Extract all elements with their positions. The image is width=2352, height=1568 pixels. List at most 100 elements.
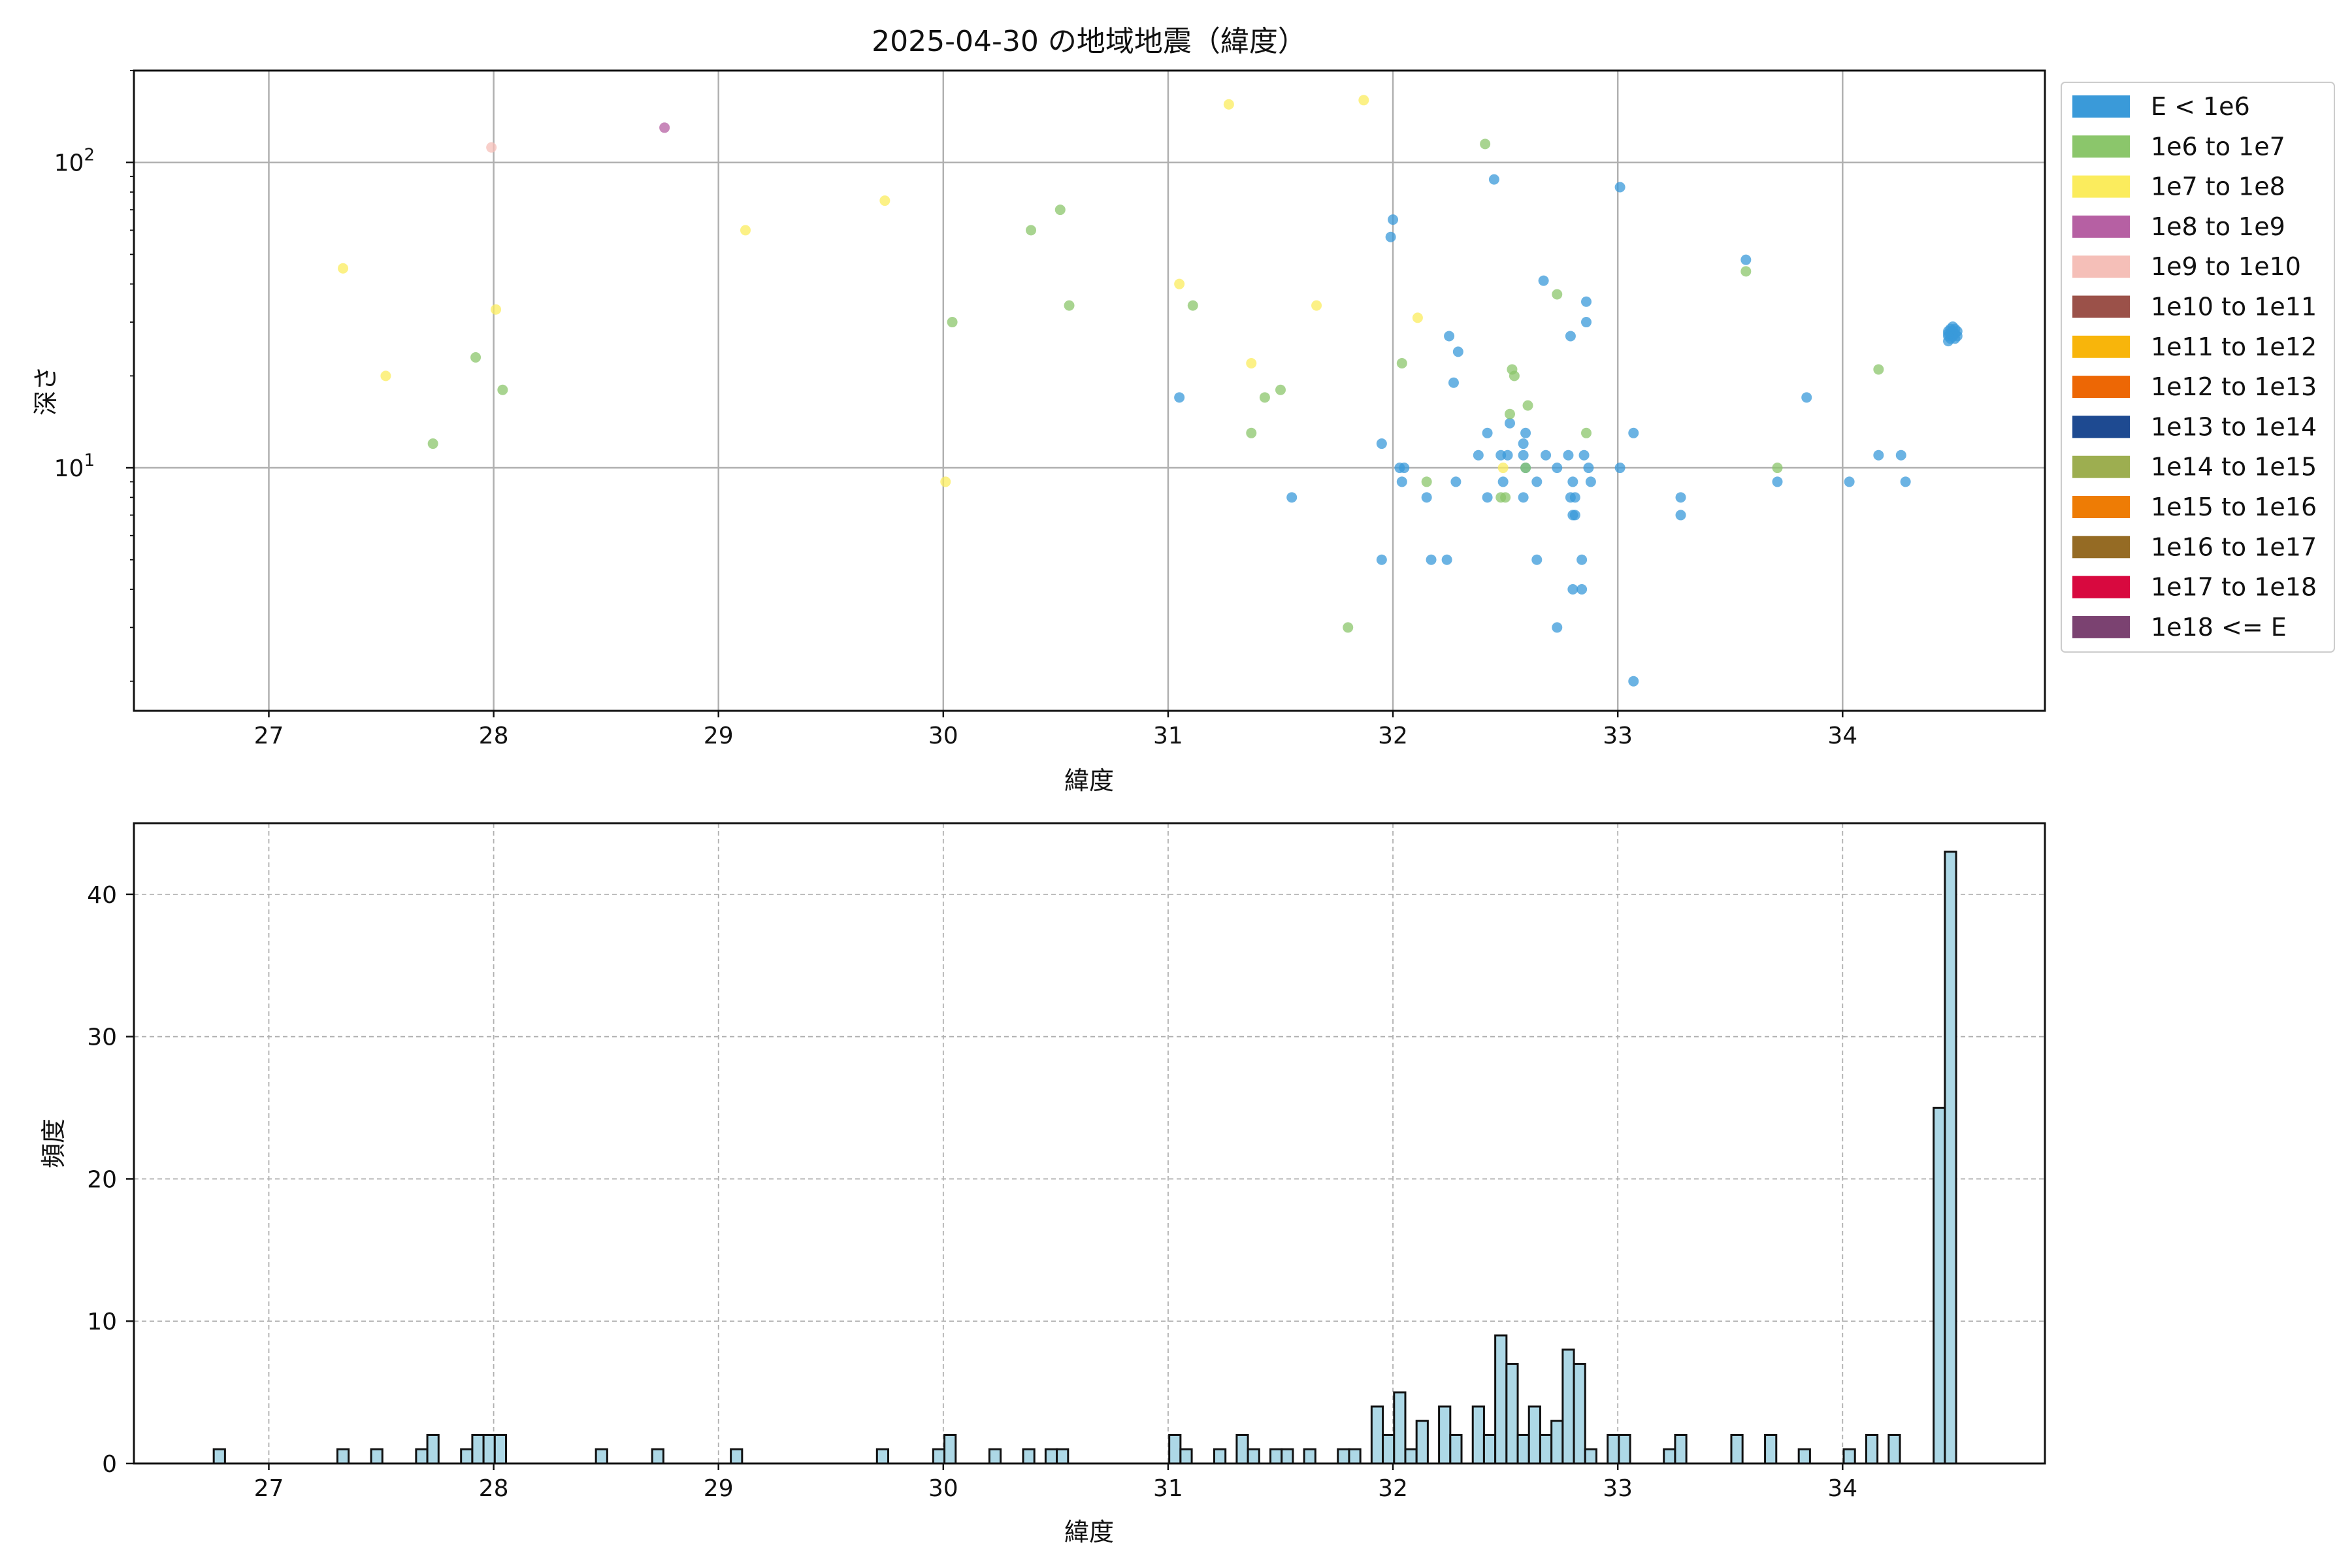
legend-label: 1e11 to 1e12 — [2151, 333, 2317, 361]
scatter-point — [1567, 476, 1578, 487]
scatter-point — [1567, 584, 1578, 595]
scatter-point — [1064, 300, 1075, 311]
histogram-bar — [1618, 1433, 1631, 1465]
scatter-point — [740, 225, 751, 236]
legend-label: 1e15 to 1e16 — [2151, 493, 2317, 521]
histogram-x-axis-label: 緯度 — [1064, 1518, 1114, 1546]
histogram-bar — [1607, 1433, 1620, 1465]
scatter-point — [470, 351, 482, 363]
histogram-plot-frame — [133, 822, 2046, 1465]
legend-swatch — [2072, 255, 2130, 278]
scatter-points — [338, 95, 1963, 687]
scatter-point — [1473, 449, 1484, 461]
scatter-y-tick-label: 101 — [54, 451, 95, 482]
scatter-point — [1396, 358, 1407, 369]
scatter-point — [1569, 510, 1580, 521]
scatter-point — [1518, 438, 1529, 449]
legend-swatch — [2072, 135, 2130, 158]
scatter-point — [1223, 99, 1234, 110]
scatter-point — [1174, 278, 1185, 289]
scatter-point — [1343, 622, 1354, 633]
histogram-bar — [1584, 1448, 1597, 1465]
scatter-point — [1174, 392, 1185, 403]
scatter-point — [1311, 300, 1322, 311]
scatter-point — [1576, 584, 1588, 595]
scatter-y-axis-label: 深さ — [31, 366, 60, 416]
histogram-bar — [1022, 1448, 1036, 1465]
histogram-x-ticks: 27 28 29 30 31 32 33 34 — [254, 1463, 1857, 1502]
legend-swatch — [2072, 295, 2130, 318]
histogram-bar — [1235, 1433, 1249, 1465]
histogram-bar — [1247, 1448, 1260, 1465]
histogram-bar — [1550, 1420, 1564, 1465]
scatter-point — [1444, 331, 1455, 342]
scatter-point — [1520, 463, 1531, 474]
scatter-point — [879, 195, 890, 206]
scatter-point — [1385, 231, 1396, 242]
histogram-bar — [1561, 1348, 1575, 1465]
scatter-point — [1895, 449, 1906, 461]
scatter-point — [1900, 476, 1911, 487]
legend-swatch — [2072, 416, 2130, 438]
scatter-point — [1518, 449, 1529, 461]
scatter-point — [1026, 225, 1037, 236]
histogram-bar — [212, 1448, 226, 1465]
scatter-x-tick-label: 28 — [479, 723, 509, 749]
scatter-point — [338, 263, 349, 274]
histogram-bar — [1516, 1433, 1530, 1465]
scatter-point — [1531, 554, 1543, 565]
legend-swatch — [2072, 376, 2130, 399]
scatter-point — [1507, 364, 1518, 375]
scatter-point — [1286, 492, 1298, 503]
histogram-x-tick-label: 33 — [1603, 1475, 1633, 1502]
legend: E < 1e6 1e6 to 1e7 1e7 to 1e8 1e8 to 1e9 1e9… — [2061, 82, 2335, 653]
histogram-bar — [336, 1448, 350, 1465]
scatter-point — [1412, 312, 1423, 323]
scatter-point — [1531, 476, 1543, 487]
histogram-bar — [1471, 1405, 1485, 1465]
scatter-point — [1376, 438, 1387, 449]
scatter-x-axis-label: 緯度 — [1064, 766, 1114, 795]
histogram-x-tick-label: 27 — [254, 1475, 284, 1502]
scatter-point — [1482, 427, 1493, 438]
legend-label: 1e16 to 1e17 — [2151, 532, 2317, 561]
histogram-bar — [1449, 1433, 1463, 1465]
legend-label: 1e13 to 1e14 — [2151, 412, 2317, 441]
histogram-bar — [415, 1448, 429, 1465]
legend-swatch — [2072, 335, 2130, 358]
scatter-point — [1502, 449, 1513, 461]
scatter-point — [940, 476, 951, 487]
scatter-point — [1873, 449, 1884, 461]
histogram-x-tick-label: 30 — [928, 1475, 958, 1502]
histogram-bar — [1044, 1448, 1058, 1465]
scatter-point — [1569, 492, 1580, 503]
scatter-point — [1421, 476, 1432, 487]
legend-label: 1e18 <= E — [2151, 613, 2287, 642]
scatter-point — [1396, 476, 1407, 487]
scatter-point — [1505, 408, 1515, 419]
histogram-bar — [1539, 1433, 1553, 1465]
histogram-bar — [1415, 1420, 1429, 1465]
histogram-panel: 27 28 29 30 31 32 33 34 0 10 20 30 40 緯度 頻度 — [39, 822, 2046, 1546]
histogram-bar — [1303, 1448, 1316, 1465]
scatter-x-tick-label: 32 — [1378, 723, 1408, 749]
scatter-x-tick-label: 33 — [1603, 723, 1633, 749]
scatter-point — [1844, 476, 1855, 487]
histogram-bar — [1865, 1433, 1879, 1465]
scatter-point — [1581, 296, 1592, 307]
histogram-bar — [370, 1448, 384, 1465]
histogram-x-tick-label: 34 — [1827, 1475, 1857, 1502]
scatter-point — [1448, 377, 1459, 388]
scatter-point — [497, 384, 508, 395]
histogram-y-tick-label: 20 — [87, 1166, 117, 1193]
scatter-y-tick-exponent: 2 — [84, 146, 95, 165]
legend-swatch — [2072, 95, 2130, 118]
legend-swatch — [2072, 175, 2130, 198]
legend-label: E < 1e6 — [2151, 92, 2250, 121]
scatter-point — [1801, 392, 1812, 403]
histogram-bar — [471, 1433, 485, 1465]
scatter-point — [1552, 463, 1563, 474]
histogram-bar — [988, 1448, 1002, 1465]
